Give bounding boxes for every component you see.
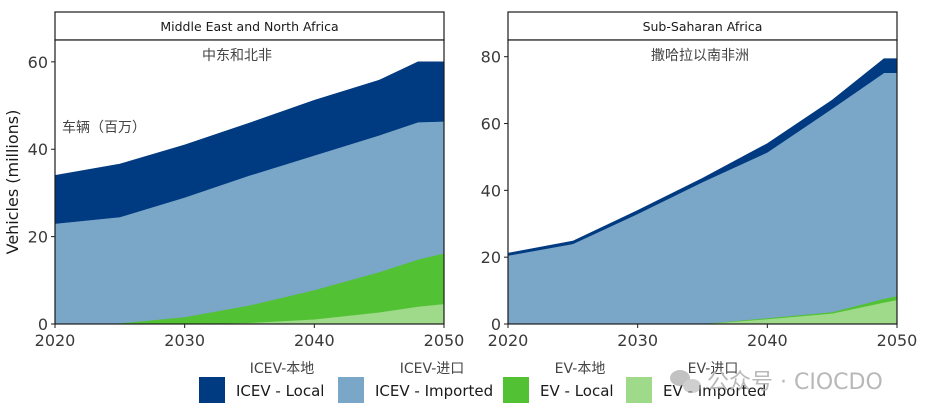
legend-item-icev-local[interactable]: ICEV-本地 ICEV - Local <box>199 361 324 403</box>
y-tick-label: 20 <box>481 248 501 267</box>
facet-subtitle-cn: 中东和北非 <box>202 48 272 64</box>
facet-title: Sub-Saharan Africa <box>643 19 763 34</box>
watermark-text: 公众号 · CIOCDO <box>707 370 883 395</box>
panel-border <box>54 39 445 325</box>
legend-item-ev-local[interactable]: EV-本地 EV - Local <box>503 361 614 403</box>
legend-label: EV - Local <box>540 382 614 400</box>
y-tick-label: 20 <box>28 228 48 247</box>
legend-swatch <box>338 377 364 403</box>
legend-label-cn: ICEV-本地 <box>250 361 315 377</box>
area-layer <box>54 40 445 325</box>
y-tick-label: 60 <box>28 53 48 72</box>
facet-subtitle-cn: 撒哈拉以南非洲 <box>651 48 749 64</box>
x-tick-label: 2050 <box>877 331 918 350</box>
facet-strip <box>507 11 898 41</box>
legend: ICEV-本地 ICEV - Local ICEV-进口 ICEV - Impo… <box>199 361 766 403</box>
y-tick-label: 80 <box>481 48 501 67</box>
x-tick-label: 2030 <box>617 331 658 350</box>
legend-label: ICEV - Local <box>236 382 324 400</box>
x-tick-label: 2030 <box>164 331 205 350</box>
legend-label-cn: EV-本地 <box>555 361 606 377</box>
wechat-icon <box>670 370 701 393</box>
legend-item-icev-imported[interactable]: ICEV-进口 ICEV - Imported <box>338 361 493 403</box>
y-tick-label: 40 <box>481 181 501 200</box>
legend-swatch <box>503 377 529 403</box>
y-tick-label: 40 <box>28 140 48 159</box>
x-tick-label: 2050 <box>424 331 465 350</box>
legend-label-cn: EV-进口 <box>688 361 739 377</box>
panel-border <box>507 39 898 325</box>
x-tick-label: 2020 <box>488 331 529 350</box>
legend-swatch <box>626 377 652 403</box>
unit-annotation-cn: 车辆（百万） <box>62 119 146 136</box>
y-tick-label: 0 <box>38 315 48 334</box>
y-tick-label: 0 <box>491 315 501 334</box>
y-tick-label: 60 <box>481 115 501 134</box>
x-tick-label: 2040 <box>747 331 788 350</box>
legend-label: ICEV - Imported <box>375 382 493 400</box>
x-tick-label: 2020 <box>35 331 76 350</box>
facet-title: Middle East and North Africa <box>160 19 338 34</box>
y-axis-label: Vehicles (millions) <box>3 110 22 255</box>
x-tick-label: 2040 <box>294 331 335 350</box>
panel-middle-east-north-africa: Middle East and North Africa 中东和北非 车辆（百万… <box>28 11 465 350</box>
facet-strip <box>54 11 445 41</box>
legend-swatch <box>199 377 225 403</box>
legend-label-cn: ICEV-进口 <box>400 361 465 377</box>
watermark: 公众号 · CIOCDO <box>670 370 883 395</box>
panel-sub-saharan-africa: Sub-Saharan Africa 撒哈拉以南非洲 0204060802020… <box>481 11 918 350</box>
area-layer <box>507 40 898 325</box>
